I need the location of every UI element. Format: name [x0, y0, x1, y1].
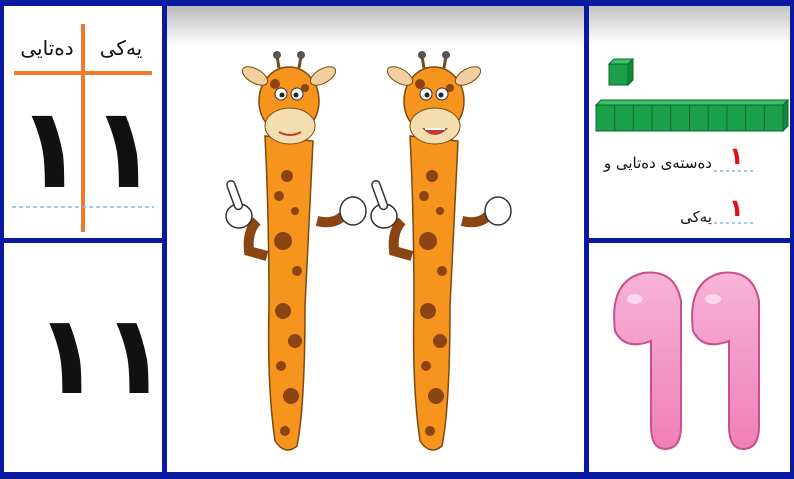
tens-label: دەستەی دەتایی و: [603, 154, 712, 172]
decomposition-panel: ١ دەستەی دەتایی و ١ یەکی: [589, 6, 790, 238]
ones-count: ١: [729, 194, 744, 222]
tens-header: دەتایی: [20, 36, 74, 60]
guide-lines: [714, 170, 754, 224]
written-number-panel: ١١: [4, 243, 162, 472]
right-hand-icon: [484, 196, 512, 226]
ones-header: یەکی: [99, 36, 143, 60]
pink-number-art: [613, 271, 760, 451]
unit-cube-icon: [607, 57, 635, 86]
left-pointing-hand-icon: [370, 179, 398, 229]
right-hand-icon: [339, 196, 367, 226]
pink-number-panel: [589, 243, 790, 472]
giraffes-panel: [167, 6, 584, 472]
place-value-chart: دەتایی یەکی ١ ١: [4, 6, 162, 238]
tens-count: ١: [729, 142, 744, 170]
giraffe-right-illustration: [370, 51, 512, 451]
ones-digit: ١: [90, 84, 159, 214]
written-number: ١١: [34, 291, 162, 419]
ten-rod-icon: [594, 98, 790, 132]
tens-digit: ١: [16, 84, 85, 214]
left-pointing-hand-icon: [225, 179, 253, 229]
ones-label: یەکی: [680, 208, 712, 226]
giraffe-left-illustration: [225, 51, 367, 451]
chart-lines: [12, 24, 154, 232]
